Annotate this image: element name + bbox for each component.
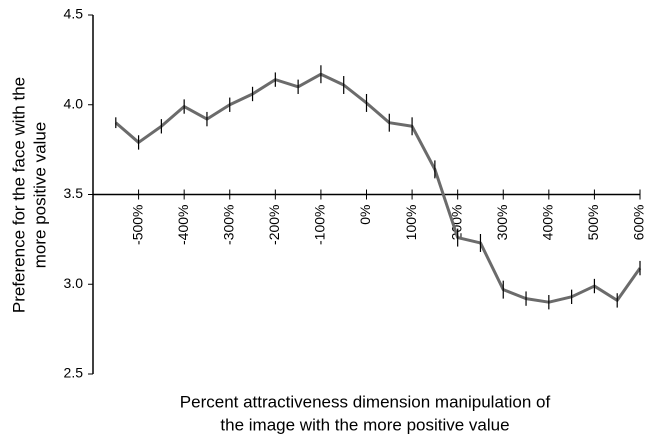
data-line	[114, 72, 642, 304]
y-tick-label: 4.5	[64, 6, 84, 22]
x-tick-label: 0%	[357, 205, 373, 225]
y-axis-label: more positive value	[30, 122, 49, 268]
y-tick-label: 2.5	[64, 365, 84, 381]
x-tick-label: 500%	[585, 205, 601, 241]
x-tick-label: 300%	[494, 205, 510, 241]
x-tick-label: 200%	[448, 205, 464, 241]
x-tick-label: 600%	[631, 205, 646, 241]
x-tick-label: -100%	[312, 205, 328, 245]
x-tick-label: 100%	[403, 205, 419, 241]
x-axis-label: the image with the more positive value	[220, 415, 509, 434]
y-tick-label: 3.5	[64, 185, 84, 201]
x-tick-label: -500%	[129, 205, 145, 245]
x-tick-label: -400%	[175, 205, 191, 245]
y-tick-label: 4.0	[64, 95, 84, 111]
x-axis-label: Percent attractiveness dimension manipul…	[180, 392, 551, 411]
y-axis-label: Preference for the face with the	[9, 77, 28, 313]
x-tick-label: -300%	[220, 205, 236, 245]
x-tick-label: -200%	[266, 205, 282, 245]
y-tick-label: 3.0	[64, 275, 84, 291]
x-tick-label: 400%	[540, 205, 556, 241]
